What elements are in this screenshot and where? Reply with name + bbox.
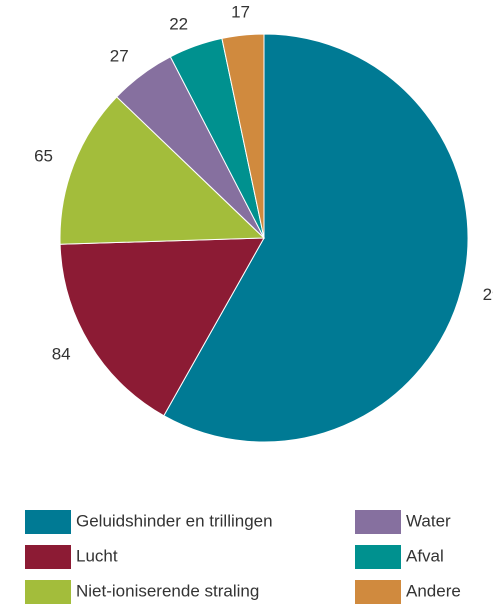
data-label: 17 — [231, 3, 250, 22]
legend-label: Water — [406, 511, 451, 530]
legend-label: Andere — [406, 581, 461, 600]
pie-slice — [59, 237, 265, 417]
data-label: 22 — [169, 15, 188, 34]
pie-slice — [59, 96, 266, 245]
legend-label: Geluidshinder en trillingen — [76, 511, 273, 530]
data-label: 299 — [483, 285, 493, 304]
legend-swatch — [25, 545, 71, 569]
legend-swatch — [355, 510, 401, 534]
legend-swatch — [25, 580, 71, 604]
legend-label: Afval — [406, 546, 444, 565]
legend-swatch — [355, 580, 401, 604]
pie-slice — [163, 33, 469, 443]
legend-swatch — [25, 510, 71, 534]
pie-slice — [221, 33, 265, 239]
data-label: 65 — [34, 146, 53, 165]
data-label: 84 — [52, 344, 71, 363]
legend-label: Lucht — [76, 546, 118, 565]
data-label: 27 — [110, 46, 129, 65]
legend-swatch — [355, 545, 401, 569]
legend-label: Niet-ioniserende straling — [76, 581, 259, 600]
